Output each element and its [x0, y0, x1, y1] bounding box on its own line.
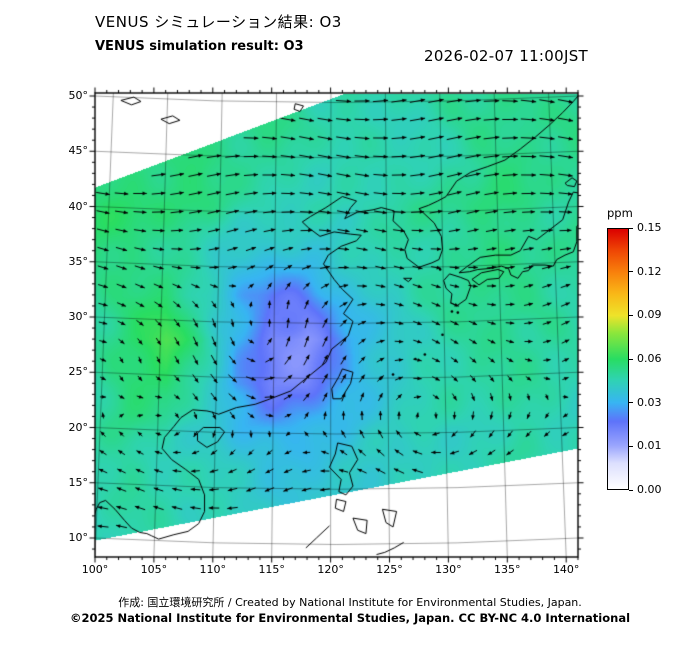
x-axis-tick-label: 125° [376, 563, 403, 576]
x-axis-tick-label: 120° [317, 563, 344, 576]
colorbar-tick-label: 0.15 [637, 221, 662, 234]
colorbar-gradient [607, 228, 629, 490]
colorbar-tick-label: 0.01 [637, 439, 662, 453]
colorbar-tick-label: 0.00 [637, 483, 662, 496]
footer-credit: 作成: 国立環境研究所 / Created by National Instit… [118, 596, 582, 609]
y-axis-tick-label: 30° [68, 310, 89, 323]
x-axis-tick-label: 130° [435, 563, 462, 576]
colorbar-tick-mark [629, 402, 633, 404]
y-axis-tick-label: 20° [68, 420, 89, 434]
x-axis-tick-label: 115° [258, 563, 285, 576]
colorbar-tick-mark [629, 314, 633, 316]
x-axis-tick-label: 110° [199, 563, 227, 576]
y-axis-tick-label: 50° [68, 89, 89, 102]
colorbar [607, 228, 629, 490]
y-axis-tick-label: 40° [68, 199, 89, 213]
y-axis-tick-label: 10° [68, 531, 89, 544]
colorbar-tick-label: 0.03 [637, 395, 662, 409]
y-axis-tick-label: 25° [68, 365, 89, 379]
colorbar-tick-mark [629, 271, 633, 273]
colorbar-tick-label: 0.12 [637, 264, 662, 278]
x-axis-tick-label: 100° [81, 563, 109, 576]
x-axis-tick-label: 135° [494, 563, 521, 576]
colorbar-tick-mark [629, 358, 633, 360]
colorbar-tick-mark [629, 445, 633, 447]
colorbar-tick-label: 0.06 [637, 352, 662, 365]
y-axis-tick-label: 15° [68, 475, 89, 489]
x-axis-tick-label: 140° [552, 563, 580, 576]
y-axis-tick-label: 35° [68, 254, 89, 268]
x-axis-tick-label: 105° [140, 563, 168, 576]
y-axis-tick-label: 45° [68, 144, 89, 158]
colorbar-units-label: ppm [607, 206, 633, 220]
colorbar-tick-mark [629, 489, 633, 491]
colorbar-tick-mark [629, 227, 633, 229]
colorbar-tick-label: 0.09 [637, 308, 662, 322]
footer-copyright: ©2025 National Institute for Environment… [69, 611, 631, 625]
